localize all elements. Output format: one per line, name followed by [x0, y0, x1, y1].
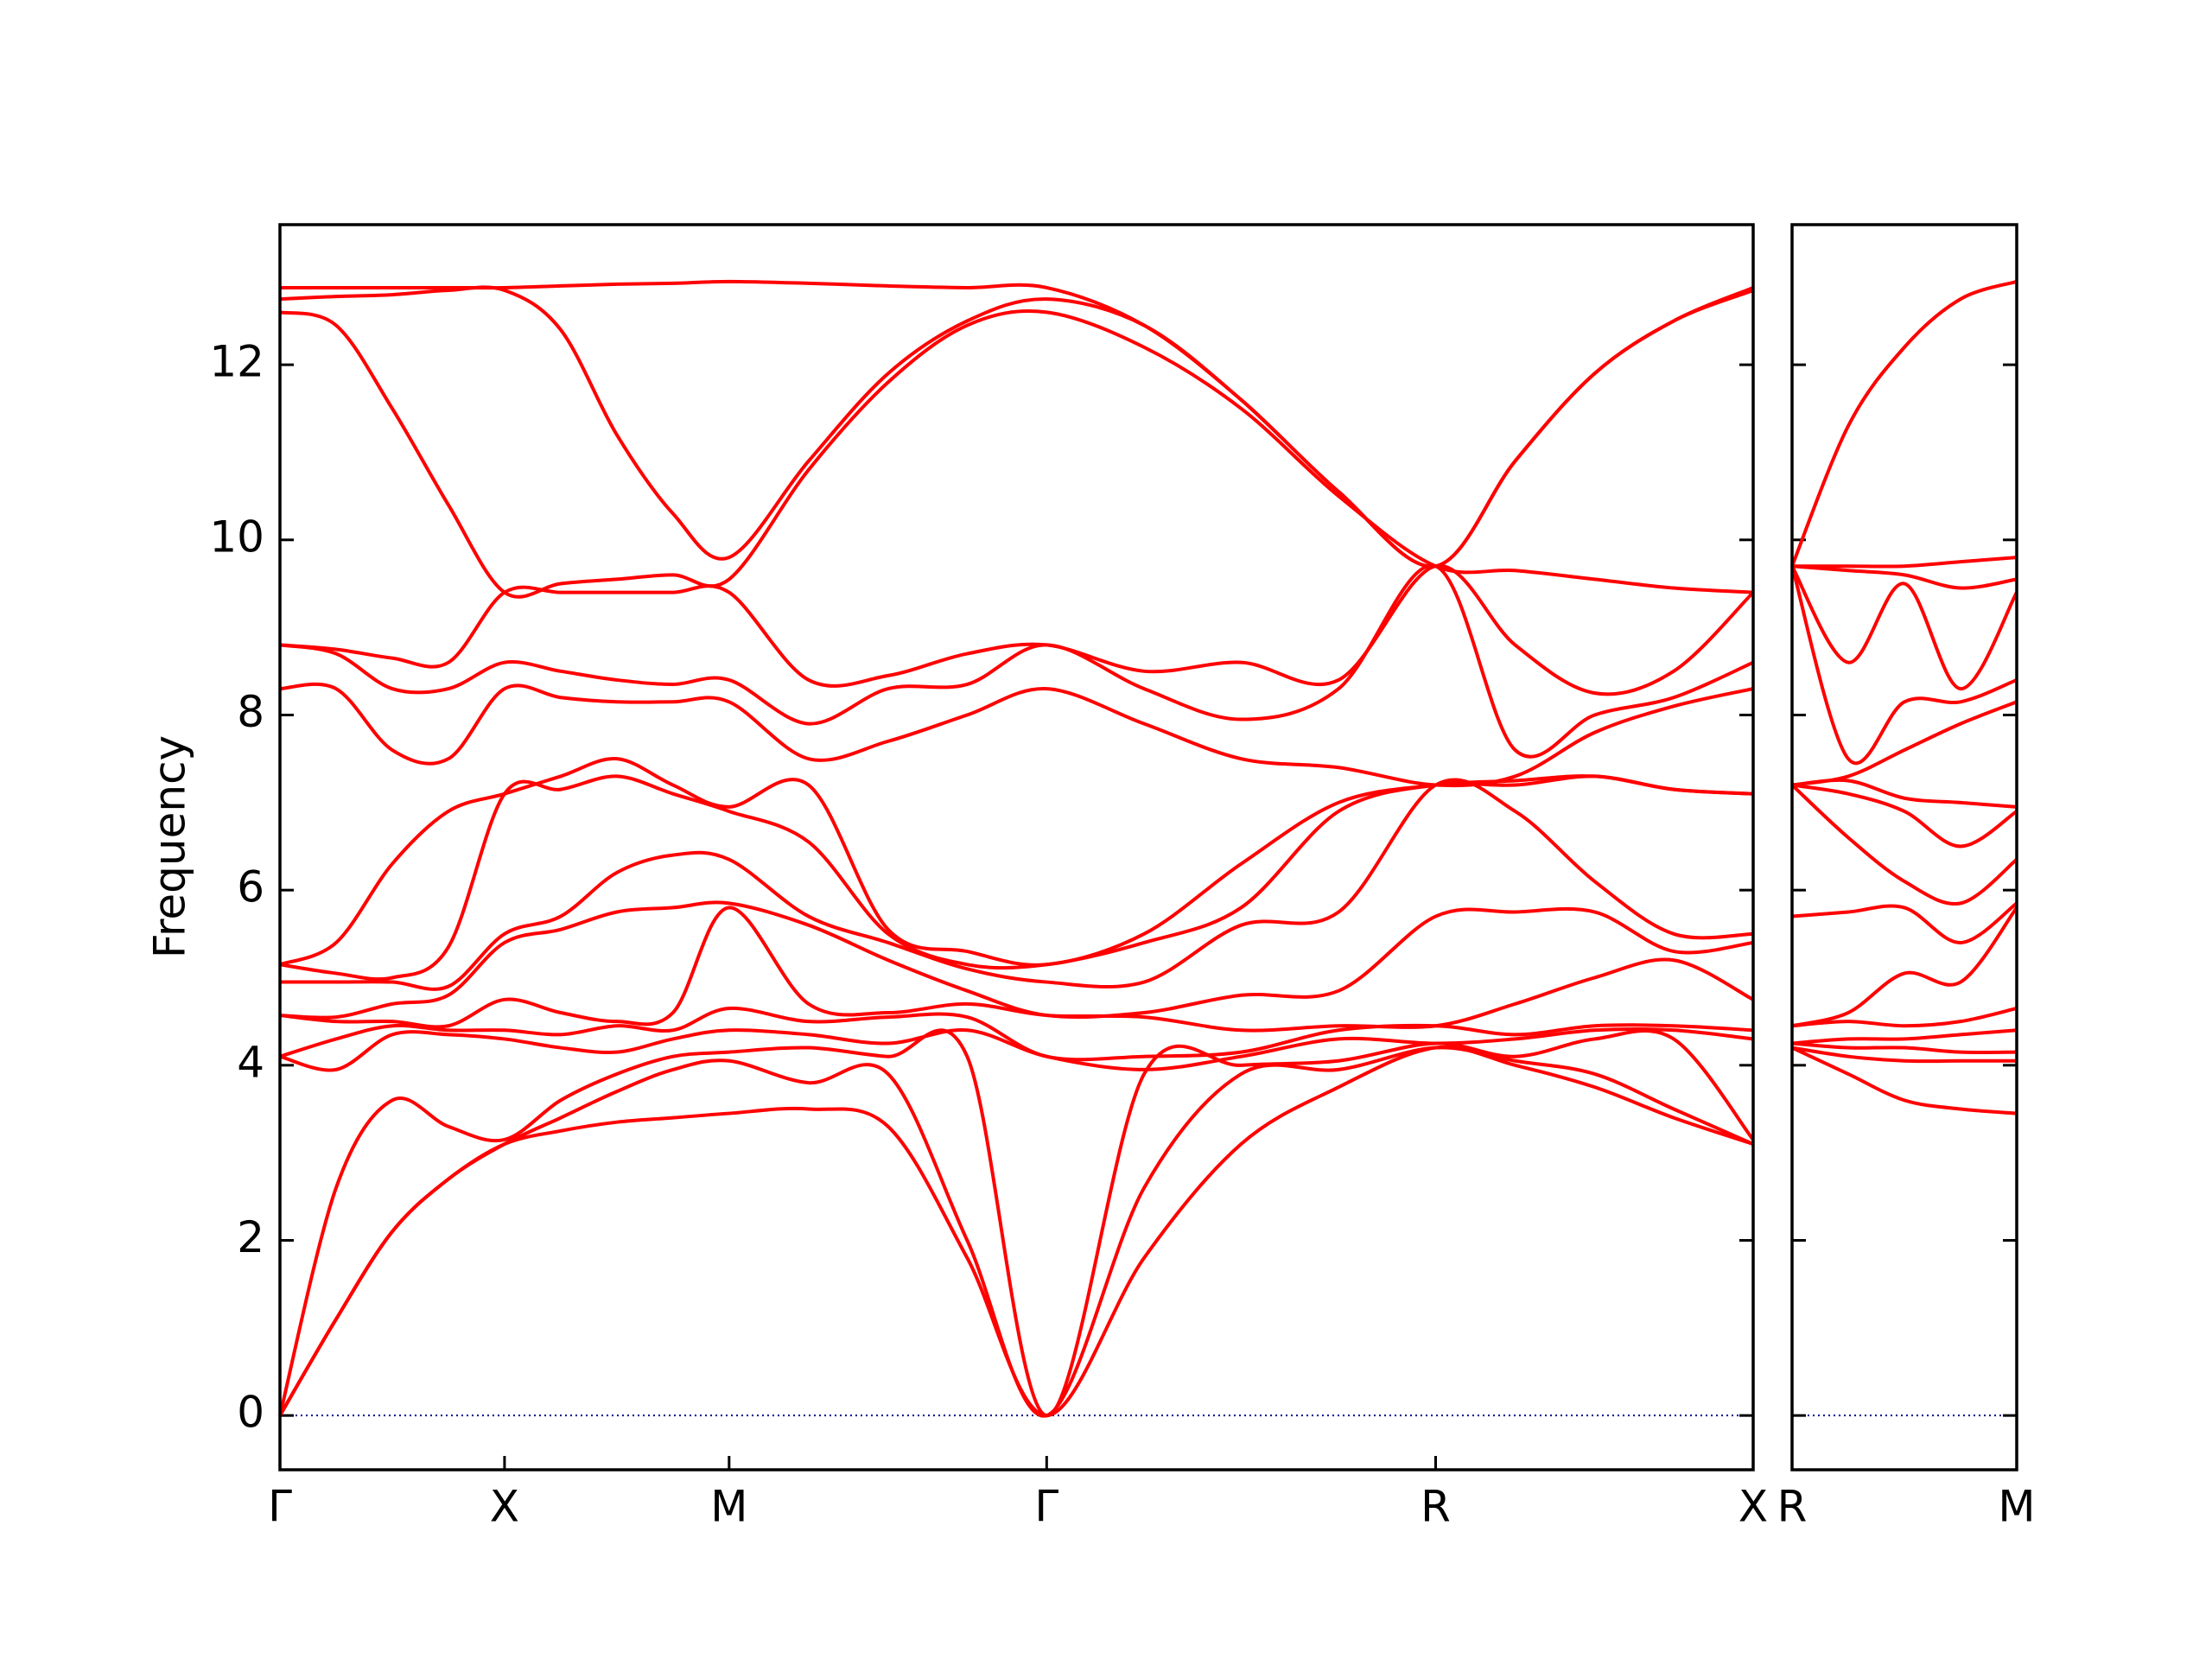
phonon-band	[1790, 565, 2018, 766]
phonon-band	[1790, 565, 2018, 691]
x-tick-label: X	[490, 1482, 519, 1532]
y-tick-label: 8	[237, 687, 264, 737]
phonon-band	[1790, 279, 2018, 567]
y-tick-label: 2	[237, 1212, 264, 1262]
x-tick-label: R	[1777, 1482, 1808, 1532]
phonon-band	[1791, 906, 2018, 1028]
x-tick-label: Γ	[1034, 1482, 1058, 1532]
y-axis-label: Frequency	[145, 735, 195, 958]
phonon-band	[279, 1027, 1754, 1072]
phonon-band	[279, 757, 1754, 967]
y-tick-label: 12	[209, 337, 264, 387]
phonon-band	[1791, 1007, 2018, 1028]
phonon-band	[279, 682, 1754, 788]
x-tick-label: M	[710, 1482, 747, 1532]
phonon-band	[1791, 1046, 2017, 1064]
y-tick-label: 10	[209, 512, 264, 562]
phonon-band	[1791, 700, 2018, 787]
phonon-band	[278, 1046, 1754, 1418]
phonon-band	[1791, 783, 2018, 849]
x-tick-label: R	[1421, 1482, 1451, 1532]
phonon-band	[279, 900, 1754, 1020]
y-tick-label: 0	[237, 1388, 264, 1438]
y-tick-label: 6	[237, 862, 264, 912]
phonon-band	[1791, 1028, 2018, 1046]
y-tick-label: 4	[237, 1037, 264, 1087]
plot-frame	[278, 223, 1755, 1471]
phonon-band	[279, 906, 1754, 1033]
phonon-band	[280, 778, 1754, 991]
phonon-band	[278, 1028, 1755, 1418]
phonon-band	[279, 308, 1754, 599]
x-tick-label: X	[1738, 1482, 1768, 1532]
phonon-band	[1791, 1041, 2018, 1055]
phonon-band	[279, 563, 1754, 759]
phonon-band	[1791, 901, 2018, 944]
phonon-band	[1791, 564, 2018, 590]
plot-frame	[1790, 223, 2018, 1471]
x-tick-label: M	[1998, 1482, 2035, 1532]
phonon-band	[279, 1006, 1754, 1062]
phonon-band	[280, 279, 1754, 569]
x-tick-label: Γ	[268, 1482, 292, 1532]
phonon-band	[1790, 784, 2018, 906]
phonon-band	[279, 564, 1755, 696]
phonon-band	[1792, 556, 2018, 569]
phonon-band	[1791, 1046, 2018, 1116]
